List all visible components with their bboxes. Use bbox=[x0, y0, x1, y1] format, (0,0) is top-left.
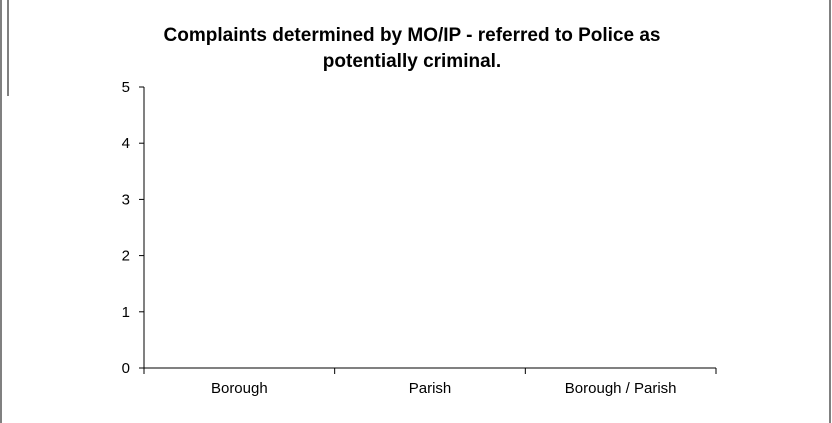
y-tick-label-5: 5 bbox=[122, 79, 130, 96]
y-tick-label-0: 0 bbox=[122, 360, 130, 377]
chart-title-line-2: potentially criminal. bbox=[323, 51, 501, 72]
x-category-label-0: Borough bbox=[211, 380, 268, 397]
x-category-label-2: Borough / Parish bbox=[565, 380, 677, 397]
y-tick-label-4: 4 bbox=[122, 135, 130, 152]
y-tick-label-2: 2 bbox=[122, 248, 130, 265]
y-tick-label-3: 3 bbox=[122, 191, 130, 208]
chart-title-line-1: Complaints determined by MO/IP - referre… bbox=[164, 25, 661, 46]
x-category-label-1: Parish bbox=[409, 380, 452, 397]
y-tick-label-1: 1 bbox=[122, 304, 130, 321]
plot-area: 0 1 2 3 4 5 Borough Parish Borough / Parish bbox=[122, 79, 717, 397]
